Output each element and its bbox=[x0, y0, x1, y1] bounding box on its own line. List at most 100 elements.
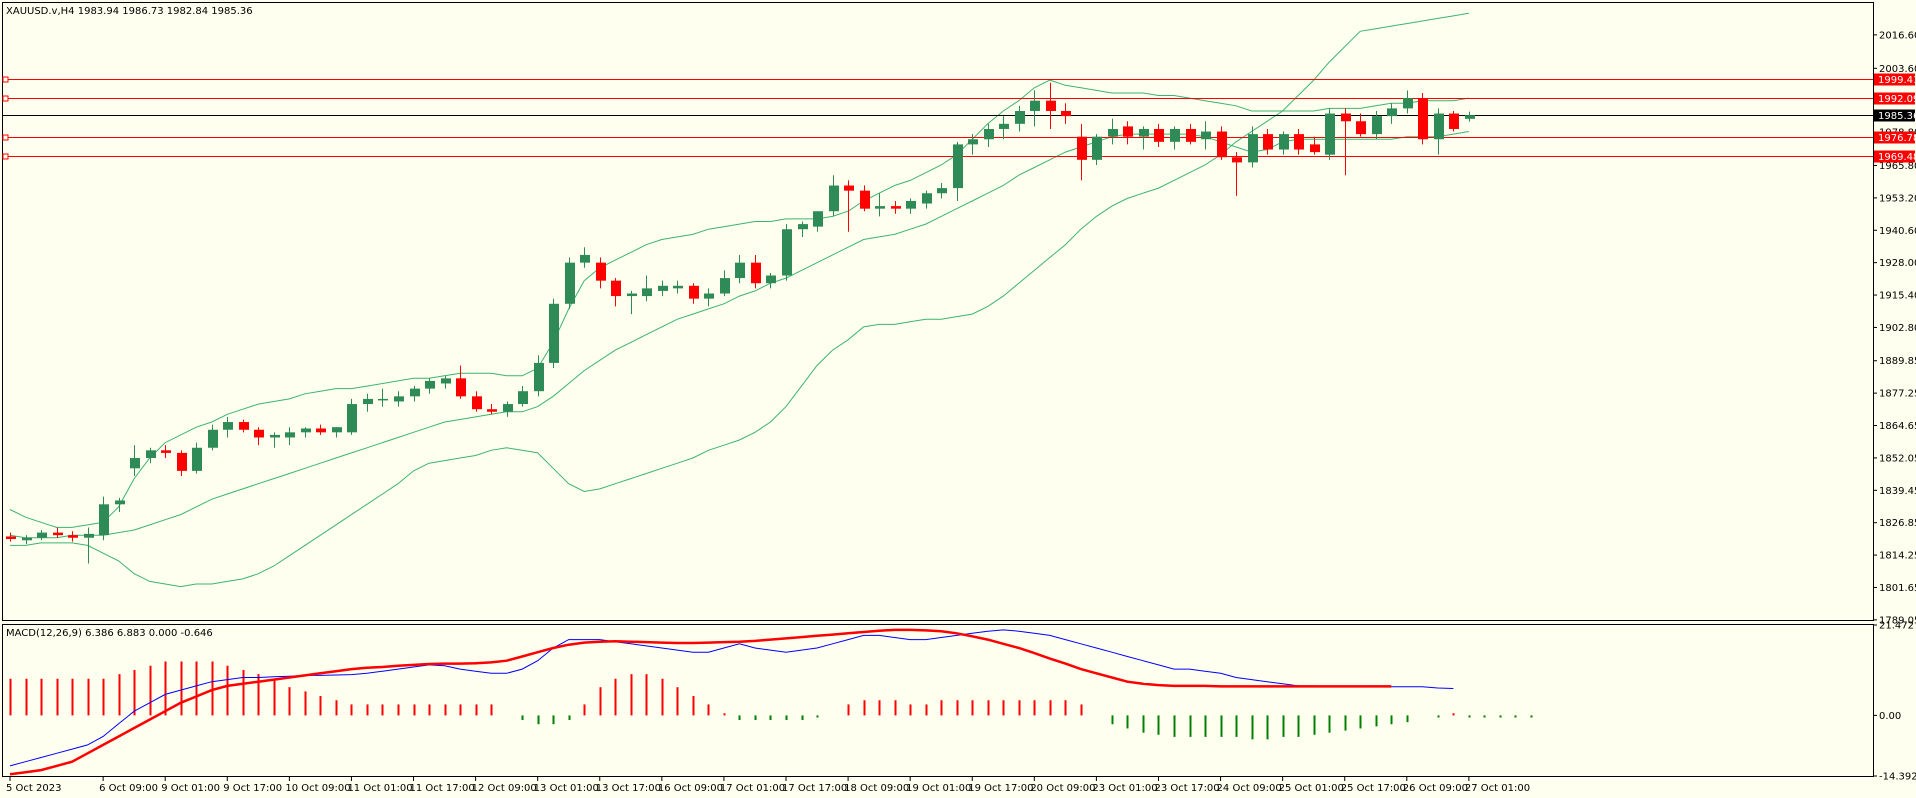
level-handle[interactable] bbox=[2, 76, 9, 83]
candle[interactable] bbox=[611, 278, 621, 307]
candle[interactable] bbox=[1092, 134, 1102, 165]
candle[interactable] bbox=[1217, 126, 1227, 160]
candle[interactable] bbox=[1139, 126, 1149, 150]
candle[interactable] bbox=[565, 257, 575, 309]
candle[interactable] bbox=[192, 442, 202, 474]
candle[interactable] bbox=[766, 272, 776, 289]
candle[interactable] bbox=[1403, 90, 1413, 114]
candle[interactable] bbox=[1123, 121, 1133, 145]
candle[interactable] bbox=[441, 375, 451, 389]
candle[interactable] bbox=[1232, 152, 1242, 196]
candle[interactable] bbox=[1356, 113, 1366, 137]
candle[interactable] bbox=[84, 527, 94, 564]
candle[interactable] bbox=[813, 211, 823, 232]
candle[interactable] bbox=[68, 531, 78, 542]
candle[interactable] bbox=[658, 280, 668, 297]
candle[interactable] bbox=[751, 254, 761, 289]
candle[interactable] bbox=[394, 391, 404, 407]
candle[interactable] bbox=[425, 378, 435, 394]
candle[interactable] bbox=[642, 275, 652, 302]
candle[interactable] bbox=[968, 134, 978, 155]
candle[interactable] bbox=[1418, 92, 1428, 145]
candle[interactable] bbox=[844, 180, 854, 232]
level-handle[interactable] bbox=[2, 134, 9, 141]
candle[interactable] bbox=[347, 398, 357, 435]
candle[interactable] bbox=[53, 527, 63, 538]
candle[interactable] bbox=[37, 530, 47, 541]
candle[interactable] bbox=[223, 416, 233, 438]
candle[interactable] bbox=[720, 270, 730, 297]
candle[interactable] bbox=[1170, 126, 1180, 150]
candle[interactable] bbox=[270, 432, 280, 448]
candle[interactable] bbox=[984, 123, 994, 147]
candle[interactable] bbox=[1387, 103, 1397, 124]
candle[interactable] bbox=[1201, 121, 1211, 150]
candle[interactable] bbox=[6, 532, 16, 542]
candle[interactable] bbox=[860, 185, 870, 212]
candle[interactable] bbox=[301, 427, 311, 438]
candle[interactable] bbox=[782, 224, 792, 281]
candle[interactable] bbox=[1186, 123, 1196, 145]
candle[interactable] bbox=[316, 424, 326, 435]
candle[interactable] bbox=[410, 386, 420, 402]
candle[interactable] bbox=[239, 419, 249, 433]
candle[interactable] bbox=[596, 257, 606, 289]
candle[interactable] bbox=[208, 424, 218, 451]
candle[interactable] bbox=[1248, 126, 1258, 168]
candle[interactable] bbox=[254, 427, 264, 446]
candle[interactable] bbox=[627, 290, 637, 315]
candle[interactable] bbox=[549, 298, 559, 369]
candle[interactable] bbox=[673, 280, 683, 294]
candle[interactable] bbox=[1077, 123, 1087, 181]
candle[interactable] bbox=[332, 427, 342, 438]
candle[interactable] bbox=[922, 190, 932, 209]
candle[interactable] bbox=[1310, 136, 1320, 155]
candle[interactable] bbox=[875, 193, 885, 217]
candle[interactable] bbox=[1294, 128, 1304, 155]
candle[interactable] bbox=[906, 198, 916, 214]
candle[interactable] bbox=[1279, 131, 1289, 155]
candle[interactable] bbox=[704, 288, 714, 307]
candle[interactable] bbox=[953, 141, 963, 201]
level-handle[interactable] bbox=[2, 95, 9, 102]
candle[interactable] bbox=[937, 182, 947, 199]
candle[interactable] bbox=[735, 254, 745, 284]
candle[interactable] bbox=[115, 497, 125, 513]
candle[interactable] bbox=[487, 404, 497, 415]
candle[interactable] bbox=[378, 388, 388, 407]
candle[interactable] bbox=[503, 401, 513, 417]
candle[interactable] bbox=[798, 221, 808, 237]
candle[interactable] bbox=[1108, 118, 1118, 145]
candle[interactable] bbox=[472, 391, 482, 412]
candle[interactable] bbox=[1263, 128, 1273, 155]
candle[interactable] bbox=[1046, 82, 1056, 129]
candle[interactable] bbox=[1449, 110, 1459, 132]
level-handle[interactable] bbox=[2, 153, 9, 160]
candle[interactable] bbox=[1372, 110, 1382, 140]
candle[interactable] bbox=[1154, 123, 1164, 147]
candle[interactable] bbox=[146, 447, 156, 464]
candle[interactable] bbox=[891, 200, 901, 214]
candle[interactable] bbox=[1434, 108, 1444, 155]
candle[interactable] bbox=[99, 496, 109, 541]
candle[interactable] bbox=[829, 175, 839, 217]
candle[interactable] bbox=[1030, 90, 1040, 127]
candle[interactable] bbox=[518, 386, 528, 407]
candle[interactable] bbox=[130, 445, 140, 477]
candle[interactable] bbox=[363, 393, 373, 412]
candle[interactable] bbox=[534, 355, 544, 397]
candle[interactable] bbox=[285, 427, 295, 446]
candle[interactable] bbox=[22, 535, 32, 545]
candle[interactable] bbox=[1061, 103, 1071, 124]
candle[interactable] bbox=[1325, 108, 1335, 160]
candle[interactable] bbox=[177, 450, 187, 477]
candle[interactable] bbox=[1015, 105, 1025, 132]
candle[interactable] bbox=[689, 283, 699, 304]
candle[interactable] bbox=[999, 116, 1009, 140]
candle[interactable] bbox=[580, 247, 590, 268]
candle[interactable] bbox=[1465, 111, 1475, 122]
candle[interactable] bbox=[456, 365, 466, 399]
candle[interactable] bbox=[1341, 108, 1351, 176]
candle[interactable] bbox=[161, 445, 171, 459]
